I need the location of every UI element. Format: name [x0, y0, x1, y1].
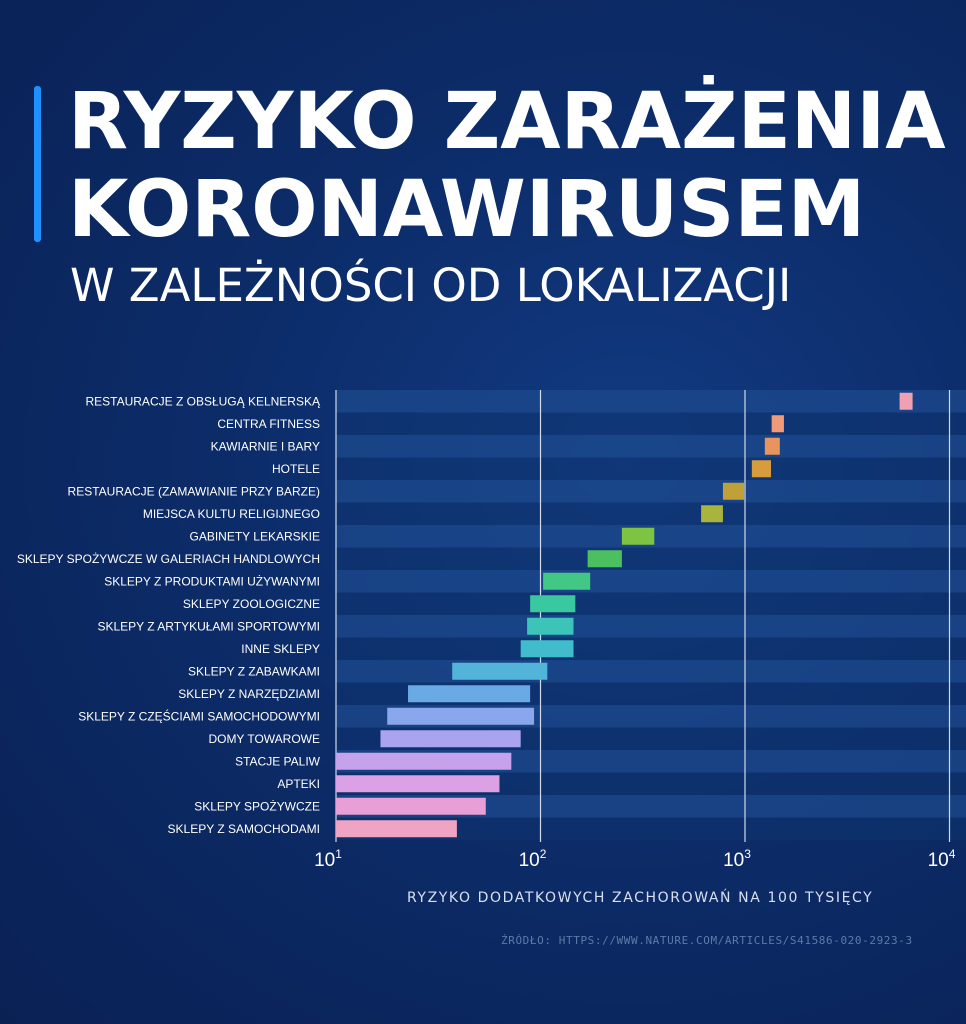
title-line-2: KORONAWIRUSEM: [68, 165, 866, 255]
title-line-1: RYZYKO ZARAŻENIA: [68, 77, 946, 167]
bar: [751, 460, 771, 478]
category-label: RESTAURACJE Z OBSŁUGĄ KELNERSKĄ: [85, 394, 321, 408]
category-label: SKLEPY Z PRODUKTAMI UŻYWANYMI: [104, 574, 320, 588]
category-label: KAWIARNIE I BARY: [211, 439, 320, 453]
bars: [336, 392, 913, 838]
bar: [764, 437, 780, 455]
category-labels: RESTAURACJE Z OBSŁUGĄ KELNERSKĄ CENTRA FI…: [17, 394, 321, 836]
bar: [336, 797, 486, 815]
category-label: SKLEPY Z SAMOCHODAMI: [168, 822, 320, 836]
row-band: [336, 412, 966, 435]
x-tick-label: 104: [928, 847, 956, 871]
bar: [520, 640, 574, 658]
x-axis-label: RYZYKO DODATKOWYCH ZACHOROWAŃ NA 100 TYS…: [407, 890, 874, 906]
bar: [701, 505, 723, 523]
row-band: [336, 480, 966, 503]
category-label: SKLEPY ZOOLOGICZNE: [183, 597, 320, 611]
category-label: DOMY TOWAROWE: [208, 732, 320, 746]
category-label: RESTAURACJE (ZAMAWIANIE PRZY BARZE): [68, 484, 320, 498]
bar: [527, 617, 574, 635]
row-band: [336, 660, 966, 683]
category-label: SKLEPY SPOŻYWCZE W GALERIACH HANDLOWYCH: [17, 552, 320, 566]
row-bands: [336, 390, 966, 840]
category-label: MIEJSCA KULTU RELIGIJNEGO: [143, 507, 320, 521]
bar: [530, 595, 576, 613]
category-label: APTEKI: [277, 777, 320, 791]
bar: [771, 415, 784, 433]
category-label: SKLEPY SPOŻYWCZE: [194, 799, 320, 813]
title-accent-bar: [34, 86, 41, 242]
bar: [336, 775, 500, 793]
category-label: STACJE PALIW: [235, 754, 321, 768]
bar: [380, 730, 521, 748]
category-label: SKLEPY Z ZABAWKAMI: [188, 664, 320, 678]
bar: [621, 527, 655, 545]
bar: [899, 392, 913, 410]
category-label: CENTRA FITNESS: [217, 417, 320, 431]
row-band: [336, 795, 966, 818]
category-label: SKLEPY Z CZĘŚCIAMI SAMOCHODOWYMI: [78, 708, 320, 723]
row-band: [336, 570, 966, 593]
row-band: [336, 547, 966, 570]
page-title: RYZYKO ZARAŻENIA KORONAWIRUSEM: [68, 78, 946, 254]
x-tick-labels: 101 102 103 104: [314, 847, 956, 871]
source-note: ŹRÓDŁO: HTTPS://WWW.NATURE.COM/ARTICLES/…: [501, 934, 913, 947]
row-band: [336, 502, 966, 525]
bar: [387, 707, 535, 725]
row-band: [336, 615, 966, 638]
row-band: [336, 592, 966, 615]
row-band: [336, 637, 966, 660]
bar: [722, 482, 745, 500]
row-band: [336, 457, 966, 480]
x-tick-label: 101: [314, 847, 342, 871]
category-label: HOTELE: [272, 462, 320, 476]
row-band: [336, 390, 966, 413]
bar: [336, 752, 512, 770]
bar: [408, 685, 531, 703]
category-label: INNE SKLEPY: [241, 642, 320, 656]
bar: [543, 572, 591, 590]
category-label: SKLEPY Z ARTYKUŁAMI SPORTOWYMI: [97, 619, 320, 633]
bar: [336, 820, 457, 838]
page-subtitle: W ZALEŻNOŚCI OD LOKALIZACJI: [70, 259, 792, 312]
risk-bar-chart: RESTAURACJE Z OBSŁUGĄ KELNERSKĄ CENTRA FI…: [17, 390, 966, 871]
category-label: SKLEPY Z NARZĘDZIAMI: [178, 687, 320, 701]
gridlines: [335, 390, 951, 842]
bar: [587, 550, 622, 568]
category-label: GABINETY LEKARSKIE: [190, 529, 321, 543]
x-tick-label: 102: [519, 847, 547, 871]
row-band: [336, 435, 966, 458]
bar: [452, 662, 548, 680]
x-tick-label: 103: [723, 847, 751, 871]
row-band: [336, 817, 966, 840]
